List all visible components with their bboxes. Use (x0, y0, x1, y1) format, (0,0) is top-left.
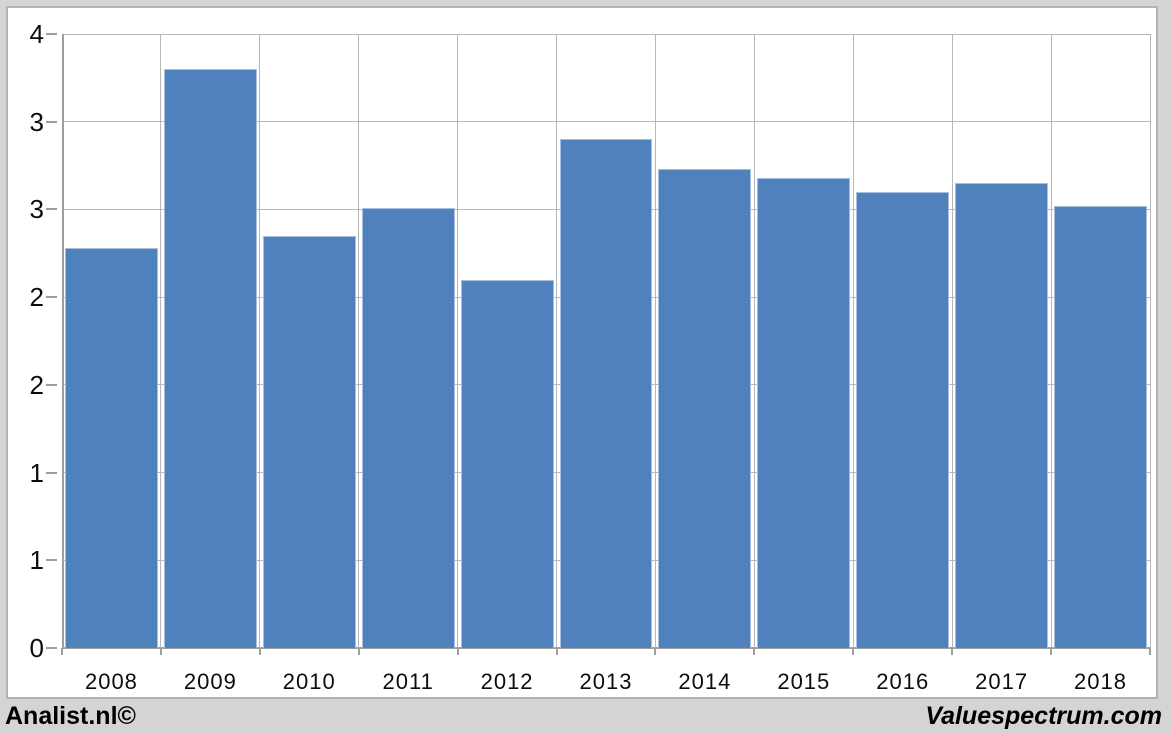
x-tick-mark (753, 648, 756, 655)
x-tick-mark (852, 648, 855, 655)
y-axis-line (62, 34, 64, 648)
gridline-vertical (358, 34, 360, 648)
y-tick-mark (46, 383, 57, 386)
bar-2010 (262, 235, 356, 648)
y-tick-label: 1 (29, 545, 44, 576)
x-tick-label: 2018 (1074, 669, 1127, 694)
gridline-vertical (457, 34, 459, 648)
gridline-vertical (753, 34, 755, 648)
x-tick-label: 2013 (579, 669, 633, 694)
x-tick-label: 2011 (382, 669, 434, 694)
x-tick-mark (61, 648, 63, 655)
y-tick-mark (46, 120, 57, 123)
x-tick-mark (456, 648, 459, 655)
y-tick-mark (46, 647, 57, 649)
gridline-vertical (1050, 34, 1052, 648)
x-tick-label: 2009 (183, 669, 237, 694)
bar-2015 (757, 177, 851, 648)
x-tick-mark (258, 648, 261, 655)
x-tick-mark (654, 648, 657, 655)
bar-2018 (1054, 205, 1147, 648)
y-tick-label: 2 (29, 282, 44, 313)
x-tick-label: 2015 (777, 669, 831, 694)
bar-2014 (658, 169, 752, 648)
bar-2009 (163, 69, 257, 648)
gridline-vertical (160, 34, 162, 648)
y-tick-mark (46, 296, 57, 299)
y-tick-label: 0 (29, 633, 44, 663)
bar-2013 (559, 139, 653, 648)
y-tick-label: 2 (29, 369, 44, 400)
gridline-horizontal (62, 33, 1150, 35)
x-tick-label: 2016 (876, 669, 930, 694)
y-tick-mark (46, 208, 57, 211)
bar-2012 (460, 279, 554, 648)
bar-2017 (955, 183, 1049, 648)
y-tick-label: 4 (29, 19, 44, 49)
x-tick-mark (357, 648, 360, 655)
brand-valuespectrum: Valuespectrum.com (925, 702, 1162, 730)
gridline-vertical (852, 34, 854, 648)
gridline-vertical (259, 34, 261, 648)
y-tick-label: 3 (29, 194, 44, 225)
x-tick-mark (1149, 648, 1151, 655)
x-tick-mark (1050, 648, 1053, 655)
plot-area (62, 33, 1151, 649)
x-tick-label: 2017 (975, 669, 1029, 694)
x-tick-mark (159, 648, 162, 655)
gridline-horizontal (62, 121, 1150, 123)
y-tick-mark (46, 559, 57, 562)
x-tick-label: 2008 (84, 669, 138, 694)
bar-2008 (65, 248, 158, 648)
gridline-vertical (654, 34, 656, 648)
y-tick-label: 1 (29, 457, 44, 488)
gridline-vertical (1149, 34, 1151, 648)
x-tick-label: 2014 (678, 669, 732, 694)
bar-2016 (856, 191, 950, 648)
y-tick-label: 3 (29, 106, 44, 137)
x-tick-mark (951, 648, 954, 655)
x-tick-label: 2012 (480, 669, 534, 694)
x-tick-label: 2010 (282, 669, 336, 694)
chart-panel: 0 1 1 2 2 3 3 4 2008 2009 2010 2011 2012 2013 2014 2015… (6, 6, 1158, 699)
x-tick-mark (555, 648, 558, 655)
gridline-vertical (951, 34, 953, 648)
footer: Analist.nl© Valuespectrum.com (0, 701, 1172, 734)
y-tick-mark (46, 471, 57, 474)
bar-2011 (361, 207, 455, 648)
y-tick-mark (46, 33, 57, 35)
brand-analist: Analist.nl© (5, 702, 136, 730)
gridline-vertical (556, 34, 558, 648)
